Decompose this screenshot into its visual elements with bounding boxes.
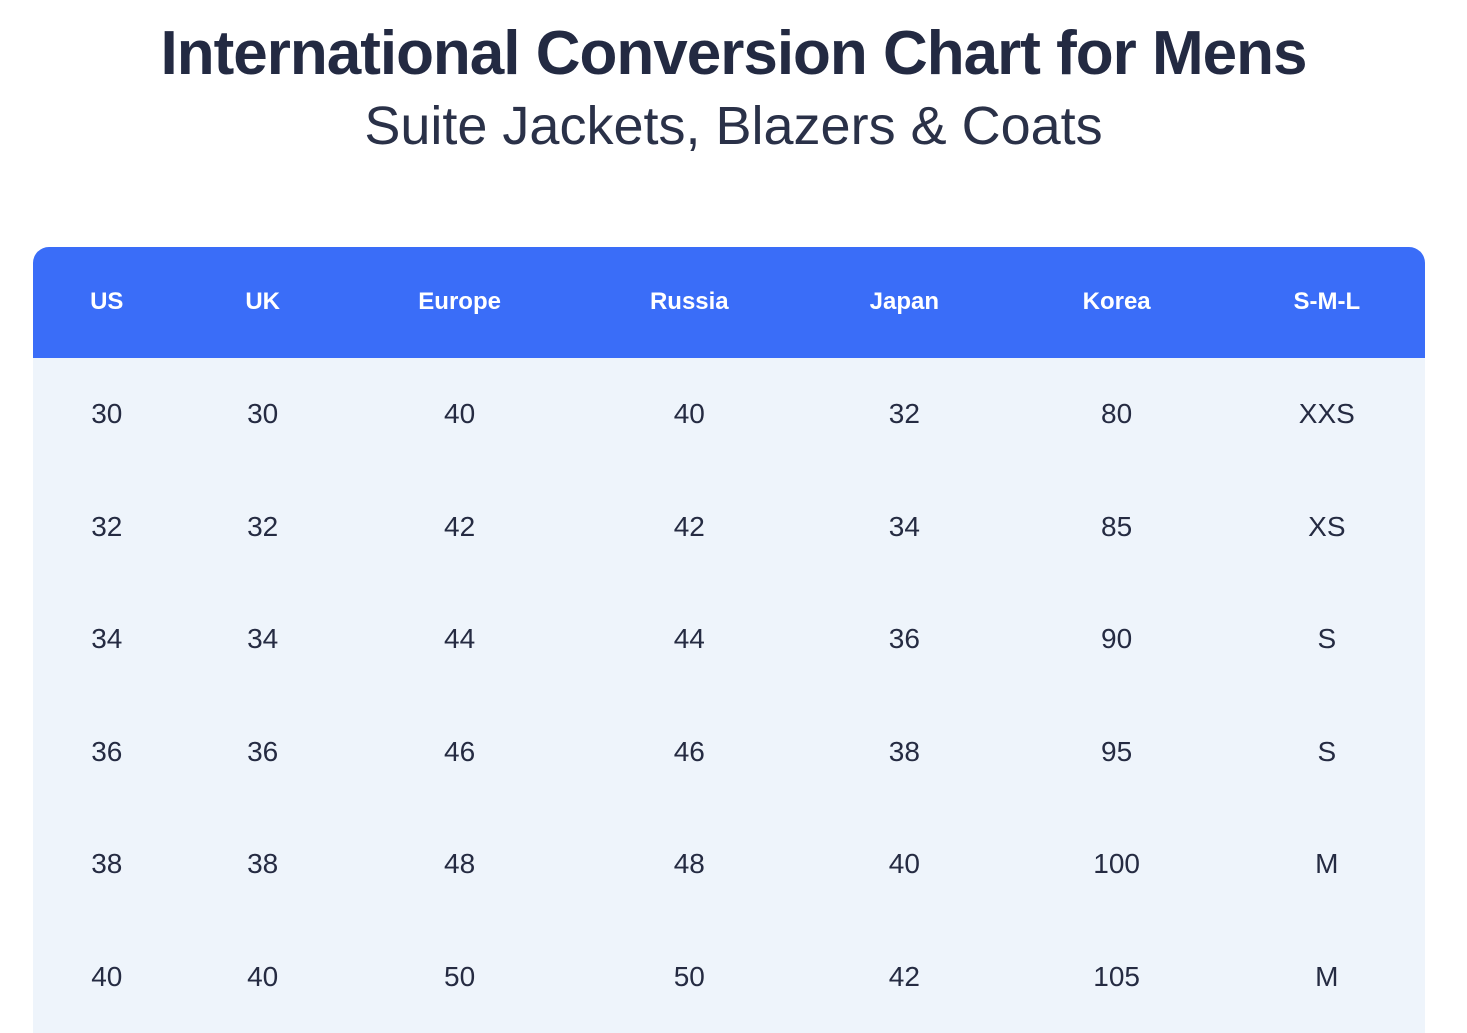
table-cell: 46 [673, 735, 705, 767]
header-cell-uk: UK [245, 288, 280, 316]
table-row: 34 34 44 44 36 90 S [33, 582, 1425, 696]
table-body: 30 30 40 40 32 80 XXS 32 32 42 42 34 85 XS 34 34 44 44 36 9… [33, 357, 1425, 1033]
table-row: 30 30 40 40 32 80 XXS [33, 357, 1425, 471]
table-cell: 95 [1101, 735, 1133, 767]
header-cell-korea: Korea [1082, 288, 1151, 316]
table-cell: 34 [247, 623, 279, 655]
header-cell-s-m-l: S-M-L [1293, 288, 1361, 316]
table-cell: 50 [673, 960, 705, 992]
table-cell: 34 [91, 623, 123, 655]
table-cell: 40 [91, 960, 123, 992]
table-cell: 85 [1101, 510, 1133, 542]
table-cell: 42 [888, 960, 920, 992]
table-cell: 46 [444, 735, 476, 767]
table-cell: 30 [247, 398, 279, 430]
table-cell: 40 [888, 848, 920, 880]
table-cell: 36 [888, 623, 920, 655]
table-row: 36 36 46 46 38 95 S [33, 695, 1425, 808]
table-cell: 48 [444, 848, 476, 880]
table-cell: 32 [247, 510, 279, 542]
table-cell: 44 [673, 623, 705, 655]
table-cell: 48 [673, 848, 705, 880]
table-row: 38 38 48 48 40 100 M [33, 807, 1425, 921]
page-subtitle: Suite Jackets, Blazers & Coats [364, 96, 1103, 157]
table-cell: 80 [1101, 398, 1133, 430]
table-cell: XS [1308, 510, 1346, 542]
table-header-row: US UK Europe Russia Japan Korea S-M-L [33, 246, 1425, 358]
table-cell: M [1315, 960, 1339, 992]
header-cell-japan: Japan [869, 288, 940, 316]
table-cell: 32 [91, 510, 123, 542]
conversion-table: US UK Europe Russia Japan Korea S-M-L 30 30 40 40… [33, 246, 1425, 1033]
table-cell: M [1315, 848, 1339, 880]
table-cell: 42 [444, 510, 476, 542]
table-row: 32 32 42 42 34 85 XS [33, 470, 1425, 583]
table-cell: 32 [888, 398, 920, 430]
table-cell: 36 [247, 735, 279, 767]
table-cell: S [1317, 623, 1337, 655]
table-cell: 38 [91, 848, 123, 880]
table-cell: 100 [1093, 848, 1140, 880]
table-cell: S [1317, 735, 1337, 767]
table-cell: 36 [91, 735, 123, 767]
header-cell-russia: Russia [649, 288, 729, 316]
table-cell: 30 [91, 398, 123, 430]
table-cell: 40 [444, 398, 476, 430]
page-title: International Conversion Chart for Mens [160, 19, 1307, 88]
table-cell: 40 [673, 398, 705, 430]
table-cell: 42 [673, 510, 705, 542]
table-cell: XXS [1298, 398, 1355, 430]
header-cell-europe: Europe [418, 288, 501, 316]
table-cell: 105 [1093, 960, 1140, 992]
table-cell: 38 [888, 735, 920, 767]
table-cell: 50 [444, 960, 476, 992]
header-cell-us: US [90, 288, 124, 316]
table-cell: 40 [247, 960, 279, 992]
table-cell: 38 [247, 848, 279, 880]
table-cell: 44 [444, 623, 476, 655]
table-row: 40 40 50 50 42 105 M [33, 920, 1425, 1033]
table-cell: 34 [888, 510, 920, 542]
table-cell: 90 [1101, 623, 1133, 655]
